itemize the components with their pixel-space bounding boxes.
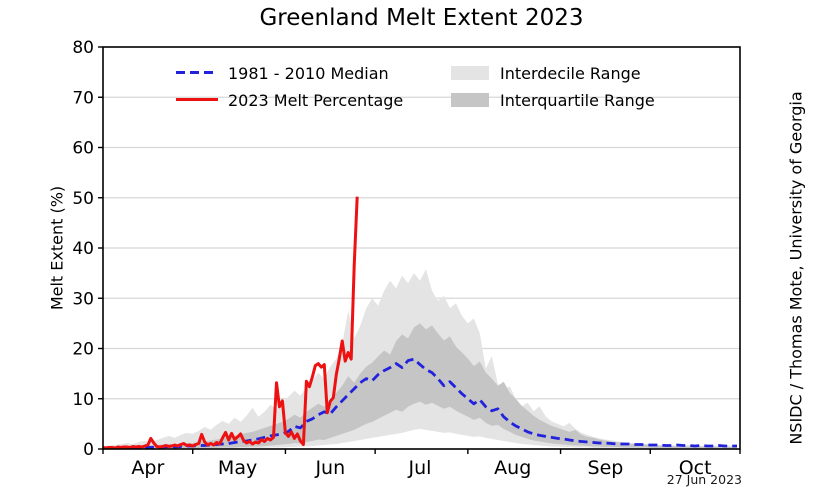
svg-text:70: 70 bbox=[72, 88, 94, 108]
legend-label-median: 1981 - 2010 Median bbox=[228, 64, 389, 83]
svg-text:50: 50 bbox=[72, 189, 94, 209]
svg-text:May: May bbox=[218, 457, 257, 479]
svg-text:80: 80 bbox=[72, 38, 94, 58]
svg-text:40: 40 bbox=[72, 239, 94, 259]
svg-text:Oct: Oct bbox=[679, 457, 712, 479]
svg-text:Aug: Aug bbox=[494, 457, 531, 479]
svg-text:0: 0 bbox=[83, 440, 94, 460]
chart-title: Greenland Melt Extent 2023 bbox=[259, 5, 584, 31]
credit-text: NSIDC / Thomas Mote, University of Georg… bbox=[786, 91, 806, 445]
svg-text:20: 20 bbox=[72, 340, 94, 360]
legend-label-interquartile: Interquartile Range bbox=[500, 91, 655, 110]
legend-swatch-interdecile bbox=[451, 66, 489, 80]
legend-swatch-interquartile bbox=[451, 93, 489, 107]
svg-text:Sep: Sep bbox=[588, 457, 624, 479]
y-axis-label: Melt Extent (%) bbox=[47, 185, 67, 311]
date-stamp: 27 Jun 2023 bbox=[666, 472, 742, 487]
legend-swatch-median bbox=[176, 71, 218, 74]
svg-text:Apr: Apr bbox=[131, 457, 164, 479]
legend-swatch-2023 bbox=[176, 98, 218, 101]
svg-text:60: 60 bbox=[72, 139, 94, 159]
svg-text:10: 10 bbox=[72, 390, 94, 410]
svg-text:Jul: Jul bbox=[408, 457, 432, 479]
legend-label-interdecile: Interdecile Range bbox=[500, 64, 641, 83]
svg-text:Jun: Jun bbox=[314, 457, 345, 479]
svg-text:30: 30 bbox=[72, 289, 94, 309]
legend-label-2023: 2023 Melt Percentage bbox=[228, 91, 404, 110]
